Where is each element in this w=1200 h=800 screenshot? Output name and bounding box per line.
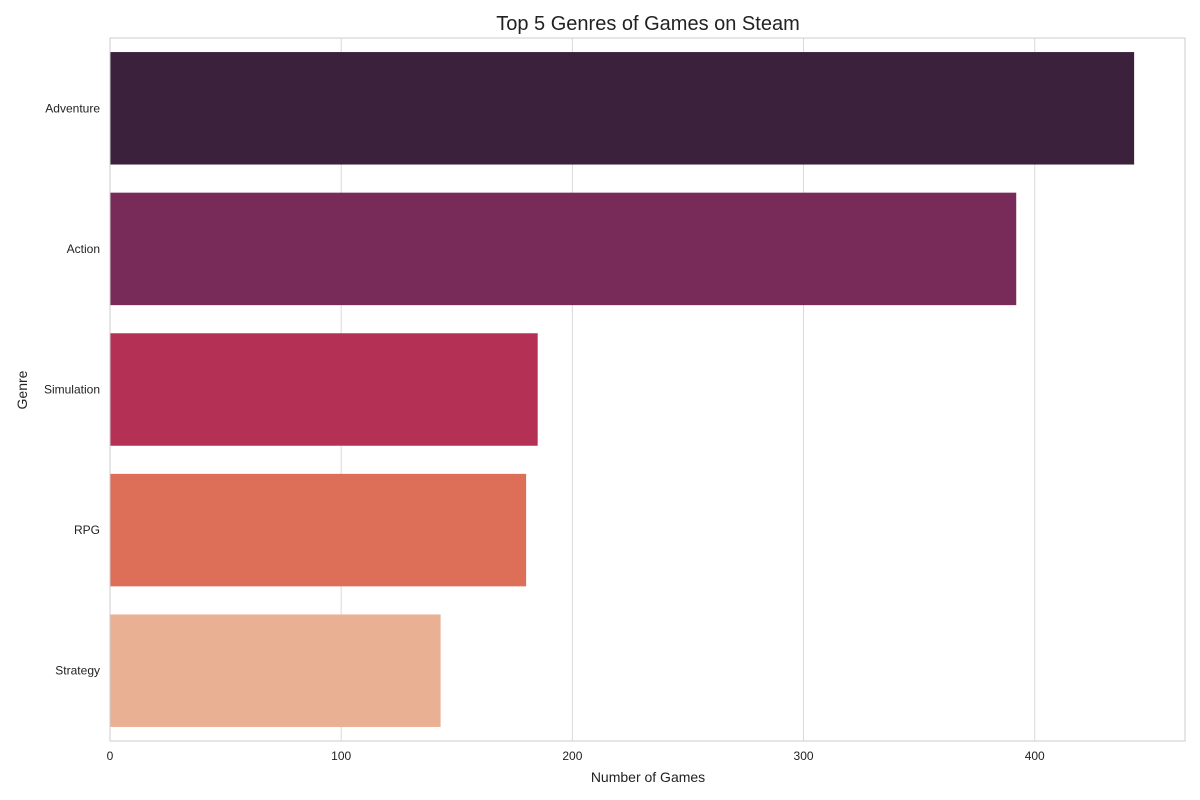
x-tick-label: 300 xyxy=(794,749,814,763)
bar-strategy xyxy=(110,614,441,727)
x-tick-label: 400 xyxy=(1025,749,1045,763)
y-tick-label: Action xyxy=(67,242,100,256)
bar-rpg xyxy=(110,473,527,587)
y-tick-labels: Adventure Action Simulation RPG Strategy xyxy=(44,101,100,677)
x-tick-labels: 0 100 200 300 400 xyxy=(107,749,1045,763)
y-axis-label: Genre xyxy=(14,370,30,409)
x-tick-label: 200 xyxy=(562,749,582,763)
x-axis-label: Number of Games xyxy=(591,769,705,785)
x-tick-label: 100 xyxy=(331,749,351,763)
bar-simulation xyxy=(110,333,538,446)
y-tick-label: Strategy xyxy=(55,664,100,678)
bar-adventure xyxy=(110,52,1135,165)
y-tick-label: RPG xyxy=(74,523,100,537)
x-tick-label: 0 xyxy=(107,749,114,763)
bar-action xyxy=(110,192,1017,306)
y-tick-label: Adventure xyxy=(45,101,100,115)
bars xyxy=(110,52,1135,727)
y-tick-label: Simulation xyxy=(44,383,100,397)
chart-title: Top 5 Genres of Games on Steam xyxy=(496,13,800,35)
plot-area-frame xyxy=(109,37,1186,742)
